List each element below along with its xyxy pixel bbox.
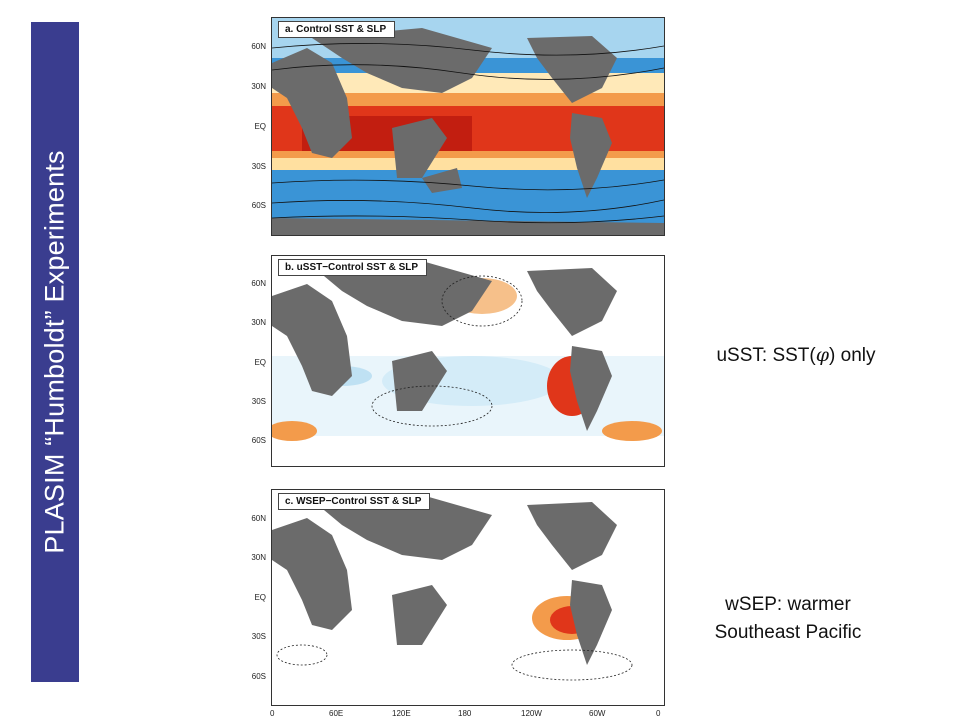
lat-label-b-4: 30S: [251, 397, 266, 406]
lat-label-c-3: EQ: [254, 593, 266, 602]
lon-label-6: 60W: [589, 709, 606, 718]
side-title-bar: PLASIM “Humboldt” Experiments: [31, 22, 79, 682]
lat-label-a-5: 60S: [251, 201, 266, 210]
lat-label-a-1: 60N: [251, 42, 266, 51]
lat-label-b-3: EQ: [254, 358, 266, 367]
map-c-svg: [272, 490, 664, 705]
lat-label-c-4: 30S: [251, 632, 266, 641]
usst-suffix: ) only: [829, 345, 876, 366]
lat-label-b-2: 30N: [251, 318, 266, 327]
lon-label-5: 120W: [521, 709, 542, 718]
map-a-svg: [272, 18, 664, 235]
lat-label-b-1: 60N: [251, 279, 266, 288]
lat-label-a-4: 30S: [251, 162, 266, 171]
lat-label-b-5: 60S: [251, 436, 266, 445]
wsep-line-2: Southeast Pacific: [714, 622, 862, 643]
map-panel-b: b. uSST−Control SST & SLP: [271, 255, 665, 467]
lat-label-c-2: 30N: [251, 553, 266, 562]
side-title: PLASIM “Humboldt” Experiments: [39, 150, 70, 554]
usst-annotation: uSST: SST(φ) only: [688, 344, 904, 367]
lon-label-1: 0: [270, 709, 275, 718]
map-panel-c: c. WSEP−Control SST & SLP: [271, 489, 665, 706]
lon-label-7: 0: [656, 709, 661, 718]
wsep-line-1: wSEP: warmer: [725, 594, 851, 615]
lon-label-3: 120E: [392, 709, 411, 718]
lat-label-a-3: EQ: [254, 122, 266, 131]
phi-symbol: φ: [815, 344, 830, 366]
wsep-annotation: wSEP: warmer Southeast Pacific: [680, 591, 896, 647]
lon-label-4: 180: [458, 709, 472, 718]
panel-a-title: a. Control SST & SLP: [278, 21, 396, 38]
lat-label-a-2: 30N: [251, 82, 266, 91]
lon-label-2: 60E: [329, 709, 344, 718]
lat-label-c-1: 60N: [251, 514, 266, 523]
panel-c-title: c. WSEP−Control SST & SLP: [278, 493, 431, 510]
lat-label-c-5: 60S: [251, 672, 266, 681]
usst-prefix: uSST: SST(: [716, 345, 816, 366]
map-b-svg: [272, 256, 664, 466]
panel-b-title: b. uSST−Control SST & SLP: [278, 259, 428, 276]
map-panel-a: a. Control SST & SLP: [271, 17, 665, 236]
